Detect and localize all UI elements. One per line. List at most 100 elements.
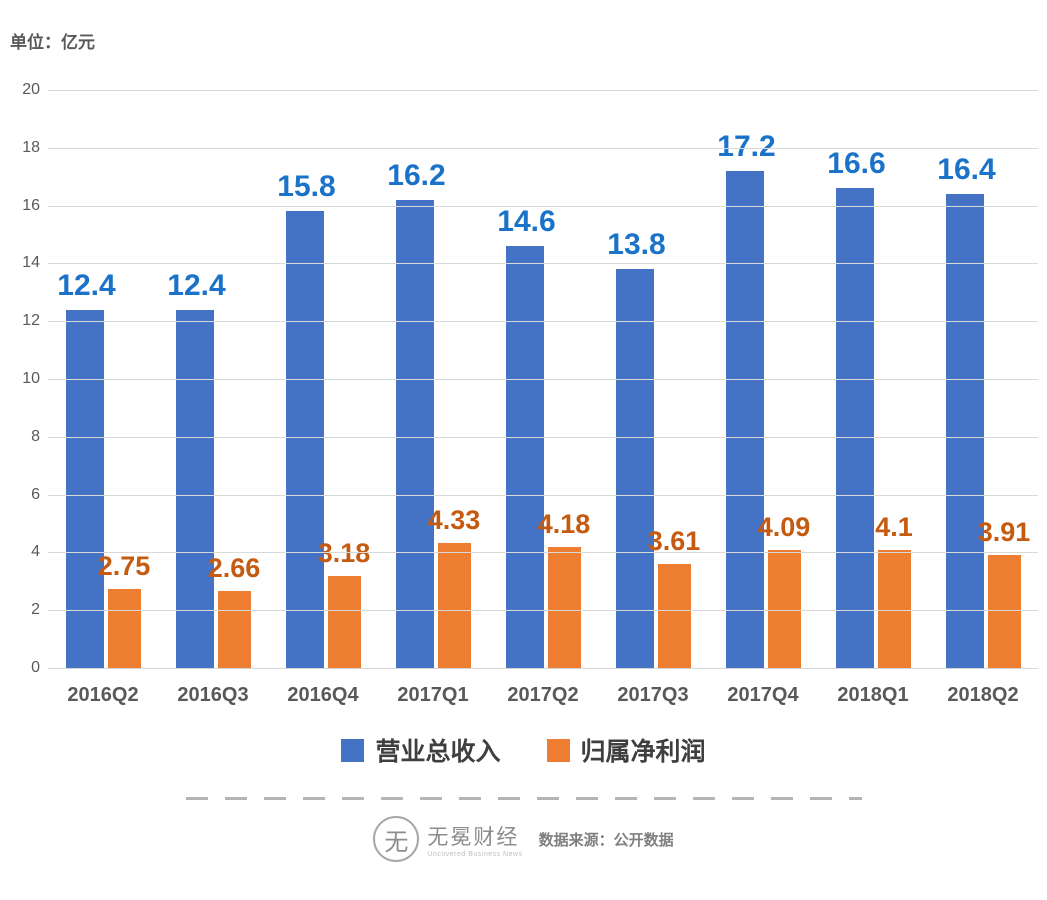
- bar-value-label: 2.66: [207, 553, 261, 584]
- bar-wrap: 4.33: [428, 505, 480, 668]
- legend-label-profit: 归属净利润: [580, 738, 706, 766]
- bar-wrap: 15.8: [277, 170, 336, 668]
- bar-value-label: 15.8: [277, 170, 336, 204]
- bar-profit-2016Q3: [217, 591, 251, 668]
- bar-value-label: 16.4: [937, 153, 996, 187]
- x-axis-label-2017Q2: 2017Q2: [507, 684, 579, 706]
- bar-wrap: 17.2: [717, 130, 776, 668]
- legend-item-revenue: 营业总收入: [341, 732, 501, 768]
- bar-value-label: 16.6: [827, 147, 886, 181]
- bar-revenue-2016Q4: [285, 211, 324, 668]
- x-axis-label-2017Q1: 2017Q1: [397, 684, 469, 706]
- x-axis-label-2016Q4: 2016Q4: [287, 684, 359, 706]
- bar-profit-2018Q2: [987, 555, 1021, 668]
- unit-label: 单位：亿元: [10, 33, 95, 52]
- bar-value-label: 13.8: [607, 228, 666, 262]
- bar-value-label: 16.2: [387, 158, 446, 192]
- x-axis-label-2017Q4: 2017Q4: [727, 684, 799, 706]
- bar-profit-2016Q4: [327, 576, 361, 668]
- y-axis-tick-label: 8: [31, 427, 40, 445]
- bar-wrap: 16.6: [827, 147, 886, 668]
- bar-profit-2017Q3: [657, 563, 691, 668]
- y-axis-tick-label: 12: [22, 312, 40, 330]
- y-axis-tick-label: 6: [31, 485, 40, 503]
- bar-revenue-2017Q4: [725, 170, 764, 668]
- gridline: [48, 668, 1038, 669]
- y-axis-tick-label: 18: [22, 138, 40, 156]
- footer: 无 无冕财经 Uncovered Business News 数据来源：公开数据: [0, 816, 1047, 862]
- bar-wrap: 3.91: [978, 517, 1030, 668]
- bar-group-2018Q1: 16.6 4.1: [818, 147, 928, 668]
- bar-group-2017Q3: 13.8 3.61: [598, 228, 708, 668]
- bar-value-label: 3.61: [647, 525, 701, 556]
- brand-logo-icon: 无: [373, 816, 420, 862]
- y-axis-tick-label: 16: [22, 196, 40, 214]
- bar-revenue-2017Q2: [505, 246, 544, 668]
- bar-groups: 12.4 2.75 12.4 2.66 15.8 3.18 16.2 4.33 14.6 4.18…: [48, 90, 1038, 668]
- bar-revenue-2018Q2: [945, 194, 984, 668]
- y-axis-tick-label: 10: [22, 370, 40, 387]
- x-axis-label-2016Q3: 2016Q3: [177, 684, 249, 706]
- data-source-label: 数据来源：公开数据: [538, 831, 674, 849]
- y-axis-tick-label: 20: [22, 81, 40, 98]
- y-axis-tick-label: 4: [31, 543, 40, 561]
- x-axis-label-2018Q2: 2018Q2: [947, 684, 1019, 706]
- dashed-divider: [185, 797, 862, 800]
- legend-label-revenue: 营业总收入: [375, 738, 501, 766]
- brand-name: 无冕财经: [427, 825, 520, 849]
- bar-revenue-2018Q1: [835, 188, 874, 668]
- legend: 营业总收入 归属净利润: [0, 732, 1047, 768]
- bar-value-label: 4.33: [427, 504, 481, 535]
- bar-wrap: 4.09: [758, 512, 810, 668]
- plot-area: 12.4 2.75 12.4 2.66 15.8 3.18 16.2 4.33 14.6 4.18…: [22, 81, 1038, 676]
- bar-value-label: 12.4: [167, 268, 226, 302]
- bar-profit-2018Q1: [877, 549, 911, 668]
- bar-value-label: 4.09: [757, 511, 811, 542]
- bar-wrap: 14.6: [497, 205, 556, 668]
- bar-group-2018Q2: 16.4 3.91: [928, 153, 1038, 668]
- bar-group-2016Q4: 15.8 3.18: [268, 170, 378, 668]
- bar-group-2016Q3: 12.4 2.66: [158, 269, 268, 668]
- bar-revenue-2017Q1: [395, 199, 434, 668]
- bar-value-label: 17.2: [717, 129, 776, 163]
- gridline: [48, 90, 1038, 91]
- x-axis-labels: 2016Q2 2016Q3 2016Q4 2017Q1 2017Q2 2017Q3 2017…: [48, 684, 1038, 707]
- bar-wrap: 3.18: [318, 538, 370, 668]
- brand-text-block: 无冕财经 Uncovered Business News: [427, 821, 522, 858]
- bar-profit-2016Q2: [107, 588, 141, 668]
- bar-group-2016Q2: 12.4 2.75: [48, 269, 158, 668]
- y-axis-tick-label: 0: [31, 659, 40, 676]
- bar-group-2017Q2: 14.6 4.18: [488, 205, 598, 668]
- y-axis-tick-label: 2: [31, 601, 40, 619]
- bar-value-label: 3.91: [977, 517, 1031, 548]
- bar-wrap: 4.1: [875, 512, 913, 668]
- bar-value-label: 4.1: [875, 511, 913, 542]
- legend-swatch-revenue: [341, 738, 365, 762]
- legend-swatch-profit: [546, 738, 570, 762]
- gridline: [48, 321, 1038, 323]
- gridline: [48, 205, 1038, 207]
- bar-value-label: 4.18: [537, 509, 591, 540]
- x-axis-label-2018Q1: 2018Q1: [837, 684, 909, 706]
- brand-subtitle: Uncovered Business News: [427, 850, 523, 858]
- bar-wrap: 16.2: [387, 159, 446, 668]
- gridline: [48, 552, 1038, 554]
- bar-wrap: 2.75: [98, 551, 150, 668]
- bar-value-label: 2.75: [97, 550, 151, 581]
- bar-wrap: 2.66: [208, 553, 260, 668]
- x-axis-label-2017Q3: 2017Q3: [617, 684, 689, 706]
- bar-wrap: 16.4: [937, 153, 996, 668]
- gridline: [48, 263, 1038, 265]
- bar-wrap: 12.4: [57, 269, 116, 668]
- gridline: [48, 436, 1038, 438]
- gridline: [48, 610, 1038, 612]
- bar-profit-2017Q1: [437, 542, 471, 668]
- gridline: [48, 494, 1038, 496]
- bar-group-2017Q4: 17.2 4.09: [708, 130, 818, 668]
- bar-profit-2017Q2: [547, 547, 581, 668]
- bar-revenue-2017Q3: [615, 269, 654, 668]
- bar-profit-2017Q4: [767, 549, 801, 668]
- bar-group-2017Q1: 16.2 4.33: [378, 159, 488, 668]
- gridline: [48, 147, 1038, 149]
